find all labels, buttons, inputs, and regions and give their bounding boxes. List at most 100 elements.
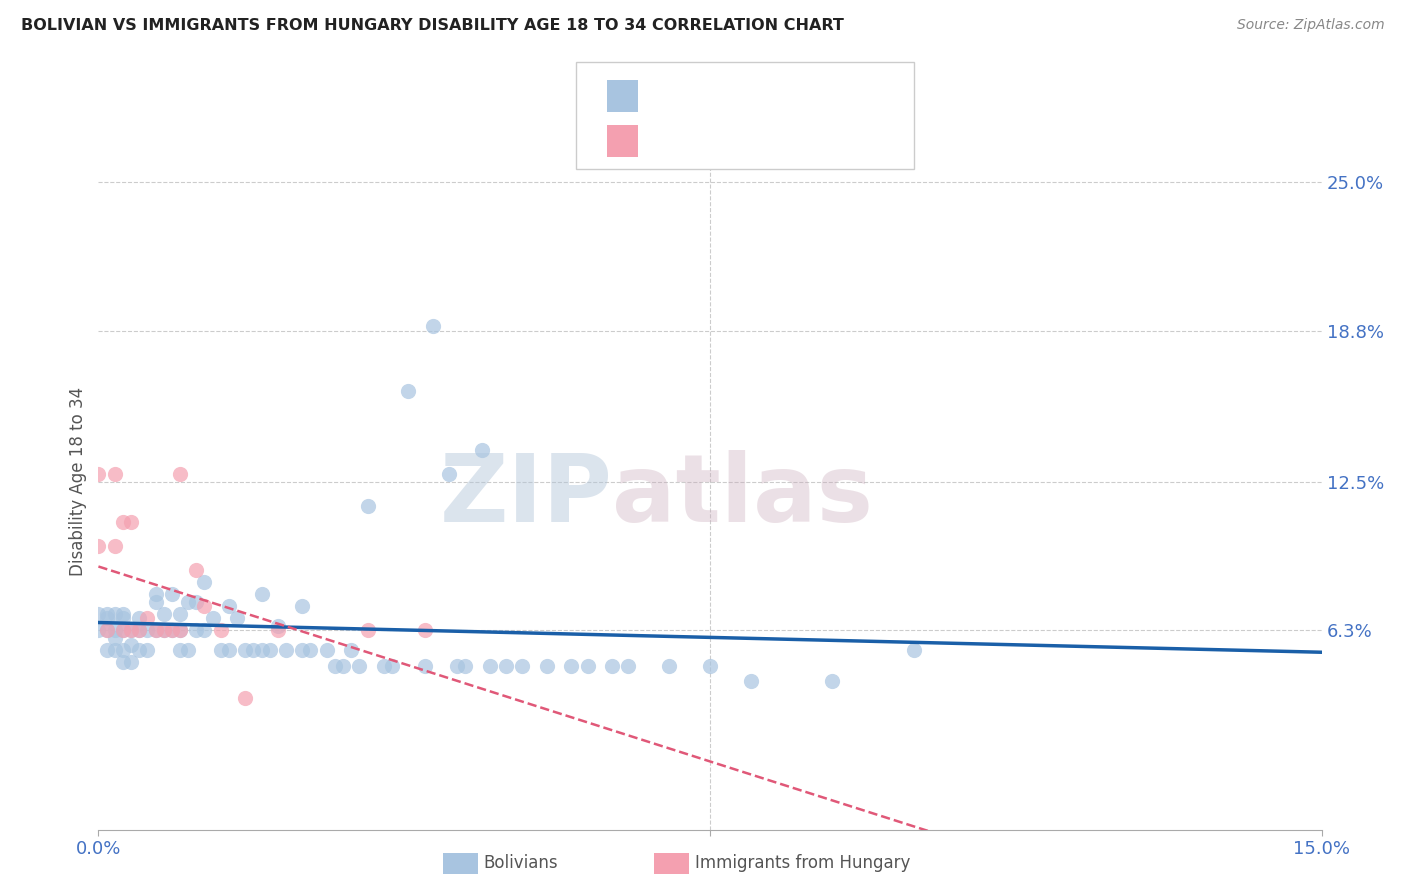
Point <box>96 624 118 638</box>
Point <box>177 642 200 657</box>
Text: 0.134: 0.134 <box>686 87 738 105</box>
Point <box>128 611 150 625</box>
Point <box>96 624 118 638</box>
Point <box>242 642 264 657</box>
Point <box>96 611 118 625</box>
Point <box>446 659 468 673</box>
Point <box>413 624 436 638</box>
Point <box>120 516 142 530</box>
Text: atlas: atlas <box>612 450 873 541</box>
Text: Bolivians: Bolivians <box>484 855 558 872</box>
Point <box>267 624 290 638</box>
Point <box>160 624 183 638</box>
Point <box>193 624 215 638</box>
Point <box>209 624 232 638</box>
Point <box>145 624 167 638</box>
Text: BOLIVIAN VS IMMIGRANTS FROM HUNGARY DISABILITY AGE 18 TO 34 CORRELATION CHART: BOLIVIAN VS IMMIGRANTS FROM HUNGARY DISA… <box>21 18 844 33</box>
Point <box>233 642 256 657</box>
Point <box>104 540 127 554</box>
Point <box>87 467 110 482</box>
Point <box>128 642 150 657</box>
Text: 0.070: 0.070 <box>686 132 738 150</box>
Point <box>903 642 925 657</box>
Point <box>437 467 460 482</box>
Text: N =: N = <box>738 87 786 105</box>
Point <box>291 642 314 657</box>
Point <box>495 659 517 673</box>
Point <box>209 642 232 657</box>
Point <box>111 611 134 625</box>
Point <box>186 564 208 578</box>
Point <box>145 594 167 608</box>
Point <box>373 659 395 673</box>
Point <box>104 624 127 638</box>
Point <box>120 624 142 638</box>
Point <box>136 611 159 625</box>
Point <box>422 318 444 333</box>
Point <box>128 624 150 638</box>
Point <box>356 624 378 638</box>
Point <box>111 642 134 657</box>
Point <box>617 659 640 673</box>
Point <box>87 624 110 638</box>
Point <box>560 659 582 673</box>
Point <box>186 624 208 638</box>
Point <box>478 659 501 673</box>
Point <box>136 642 159 657</box>
Point <box>96 642 118 657</box>
Point <box>111 607 134 621</box>
Point <box>536 659 558 673</box>
Point <box>186 594 208 608</box>
Point <box>169 607 191 621</box>
Point <box>111 624 134 638</box>
Point <box>120 624 142 638</box>
Point <box>152 624 174 638</box>
Text: Immigrants from Hungary: Immigrants from Hungary <box>695 855 910 872</box>
Point <box>512 659 534 673</box>
Point <box>740 673 762 688</box>
Point <box>136 624 159 638</box>
Point <box>120 638 142 652</box>
Point <box>193 599 215 614</box>
Point <box>104 642 127 657</box>
Point <box>471 443 494 458</box>
Point <box>193 575 215 590</box>
Point <box>250 587 273 601</box>
Text: R =: R = <box>647 87 683 105</box>
Point <box>87 540 110 554</box>
Point <box>104 467 127 482</box>
Point <box>233 690 256 705</box>
Point <box>111 655 134 669</box>
Point <box>821 673 844 688</box>
Point <box>576 659 599 673</box>
Point <box>120 655 142 669</box>
Point <box>356 499 378 513</box>
Point <box>413 659 436 673</box>
Text: Source: ZipAtlas.com: Source: ZipAtlas.com <box>1237 18 1385 32</box>
Y-axis label: Disability Age 18 to 34: Disability Age 18 to 34 <box>69 387 87 576</box>
Point <box>96 607 118 621</box>
Text: ZIP: ZIP <box>439 450 612 541</box>
Point <box>218 642 240 657</box>
Point <box>218 599 240 614</box>
Text: 23: 23 <box>785 132 808 150</box>
Text: 82: 82 <box>785 87 807 105</box>
Point <box>274 642 297 657</box>
Point <box>145 624 167 638</box>
Point <box>87 607 110 621</box>
Point <box>226 611 249 625</box>
Point <box>104 607 127 621</box>
Point <box>160 624 183 638</box>
Point <box>104 631 127 645</box>
Point <box>250 642 273 657</box>
Point <box>299 642 322 657</box>
Point <box>111 624 134 638</box>
Point <box>600 659 623 673</box>
Point <box>267 618 290 632</box>
Point <box>291 599 314 614</box>
Text: N =: N = <box>738 132 786 150</box>
Point <box>349 659 371 673</box>
Point <box>315 642 337 657</box>
Point <box>454 659 477 673</box>
Point <box>201 611 224 625</box>
